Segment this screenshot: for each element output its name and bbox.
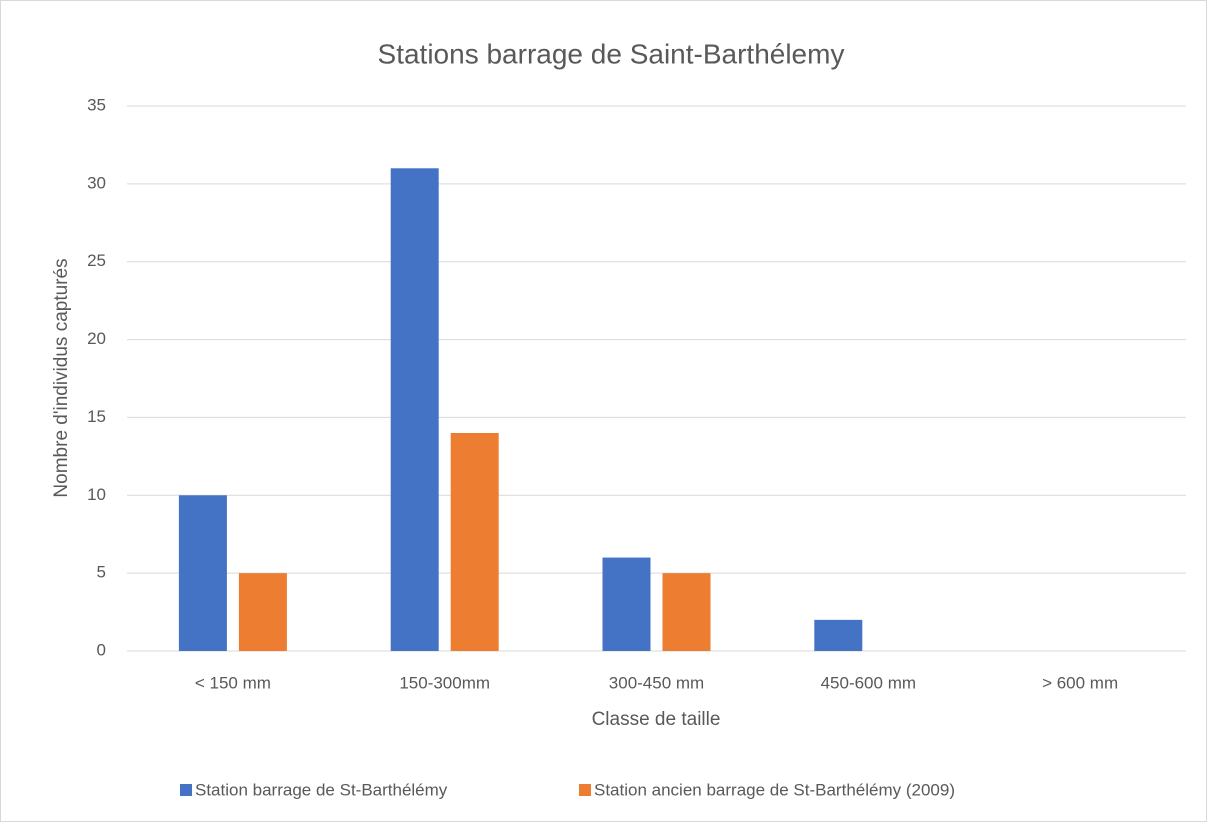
bar xyxy=(662,573,711,651)
y-tick-label: 20 xyxy=(87,329,106,348)
legend-swatch xyxy=(180,784,192,796)
y-tick-label: 5 xyxy=(97,563,106,582)
x-tick-label: 450-600 mm xyxy=(821,673,916,692)
x-tick-label: 150-300mm xyxy=(399,673,490,692)
chart-title: Stations barrage de Saint-Barthélemy xyxy=(378,38,845,69)
x-axis-label: Classe de taille xyxy=(592,709,721,730)
y-tick-label: 25 xyxy=(87,251,106,270)
bar xyxy=(814,619,863,651)
x-tick-label: 300-450 mm xyxy=(609,673,704,692)
y-tick-label: 0 xyxy=(97,640,106,659)
legend-swatch xyxy=(579,784,591,796)
y-tick-label: 30 xyxy=(87,173,106,192)
bar xyxy=(390,168,439,652)
legend-label: Station barrage de St-Barthélémy xyxy=(195,780,448,799)
y-tick-label: 35 xyxy=(87,95,106,114)
y-axis-label: Nombre d'individus capturés xyxy=(51,258,72,497)
x-tick-label: > 600 mm xyxy=(1042,673,1118,692)
bar xyxy=(178,495,227,651)
y-tick-label: 15 xyxy=(87,407,106,426)
bar xyxy=(602,557,651,651)
bar xyxy=(238,573,287,651)
legend-label: Station ancien barrage de St-Barthélémy … xyxy=(594,780,955,799)
bar xyxy=(450,433,499,651)
y-tick-label: 10 xyxy=(87,485,106,504)
x-tick-label: < 150 mm xyxy=(195,673,271,692)
